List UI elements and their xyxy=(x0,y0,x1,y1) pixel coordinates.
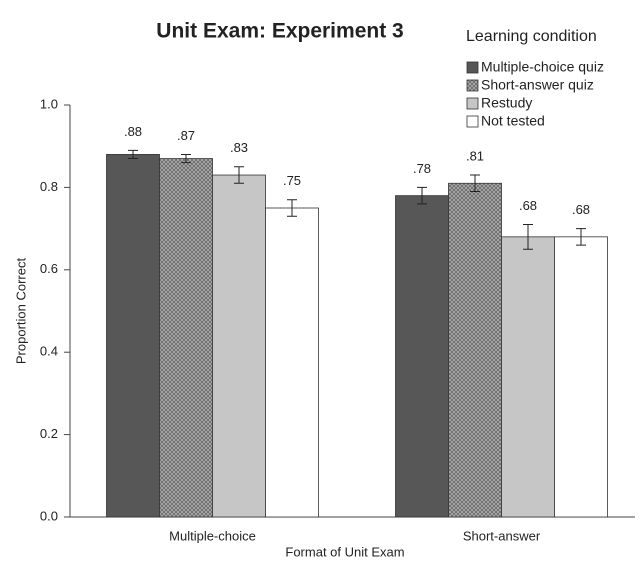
y-tick-label: 0.4 xyxy=(40,344,58,359)
error-bar xyxy=(234,166,244,184)
y-tick-label: 0.6 xyxy=(40,261,58,276)
legend-swatch xyxy=(466,79,479,92)
legend-text: Not tested xyxy=(481,113,545,129)
bar xyxy=(106,154,160,518)
legend-text: Short-answer quiz xyxy=(481,77,594,93)
data-label: .83 xyxy=(230,140,248,155)
chart-title: Unit Exam: Experiment 3 xyxy=(156,20,403,43)
legend-text: Restudy xyxy=(481,95,532,111)
y-tick-label: 0.2 xyxy=(40,426,58,441)
legend-swatch xyxy=(466,97,479,110)
x-axis-label: Format of Unit Exam xyxy=(285,544,404,559)
error-bar xyxy=(181,153,191,164)
bar xyxy=(554,236,608,518)
error-bar xyxy=(287,199,297,217)
error-bar xyxy=(576,228,586,246)
bar xyxy=(212,174,266,518)
data-label: .81 xyxy=(466,148,484,163)
bar xyxy=(501,236,555,518)
bar xyxy=(395,195,449,518)
data-label: .87 xyxy=(177,128,195,143)
y-tick-label: 0.0 xyxy=(40,508,58,523)
legend-text: Multiple-choice quiz xyxy=(481,59,604,75)
bar xyxy=(448,182,502,518)
error-bar xyxy=(128,149,138,160)
data-label: .88 xyxy=(124,124,142,139)
y-tick-label: 0.8 xyxy=(40,179,58,194)
data-label: .75 xyxy=(283,173,301,188)
data-label: .68 xyxy=(519,198,537,213)
legend-swatch xyxy=(466,115,479,128)
data-label: .78 xyxy=(413,161,431,176)
x-tick-label: Short-answer xyxy=(463,528,541,543)
data-label: .68 xyxy=(572,202,590,217)
error-bar xyxy=(470,174,480,193)
error-bar xyxy=(417,186,427,205)
x-tick-label: Multiple-choice xyxy=(169,528,256,543)
bar xyxy=(265,207,319,518)
y-axis-label: Proportion Correct xyxy=(13,258,28,365)
y-tick-label: 1.0 xyxy=(40,96,58,111)
bar xyxy=(159,158,213,518)
legend-swatch xyxy=(466,61,479,74)
error-bar xyxy=(523,223,533,250)
legend-title: Learning condition xyxy=(466,28,597,45)
